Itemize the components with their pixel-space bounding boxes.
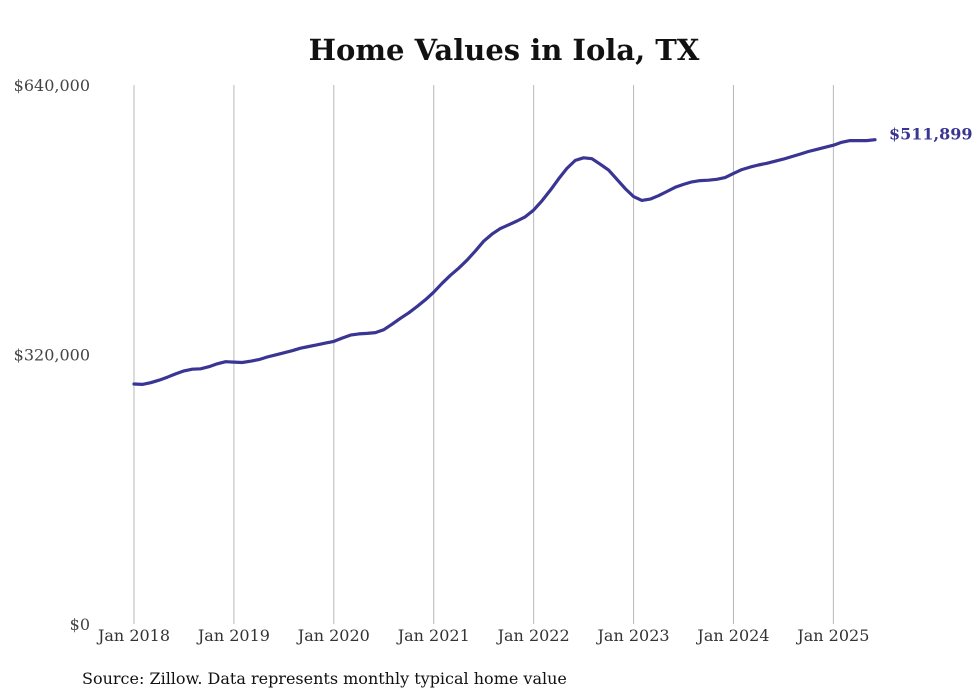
y-tick-label: $640,000 bbox=[14, 76, 90, 95]
x-axis-labels: Jan 2018 Jan 2019 Jan 2020 Jan 2021 Jan 2022… bbox=[96, 626, 869, 645]
home-value-line bbox=[132, 138, 877, 386]
x-tick-label: Jan 2020 bbox=[296, 626, 370, 645]
x-tick-label: Jan 2022 bbox=[496, 626, 570, 645]
y-tick-label: $320,000 bbox=[14, 346, 90, 365]
x-tick-label: Jan 2018 bbox=[96, 626, 170, 645]
source-note: Source: Zillow. Data represents monthly … bbox=[82, 669, 567, 688]
x-tick-label: Jan 2024 bbox=[695, 626, 769, 645]
y-axis-labels: $0 $320,000 $640,000 bbox=[14, 76, 90, 634]
y-tick-label: $0 bbox=[70, 615, 90, 634]
latest-value-label: $511,899 bbox=[889, 125, 973, 144]
chart-title: Home Values in Iola, TX bbox=[309, 33, 700, 67]
x-tick-label: Jan 2025 bbox=[795, 626, 869, 645]
gridlines bbox=[133, 85, 834, 624]
x-tick-label: Jan 2023 bbox=[596, 626, 670, 645]
x-tick-label: Jan 2021 bbox=[396, 626, 470, 645]
x-tick-label: Jan 2019 bbox=[196, 626, 270, 645]
